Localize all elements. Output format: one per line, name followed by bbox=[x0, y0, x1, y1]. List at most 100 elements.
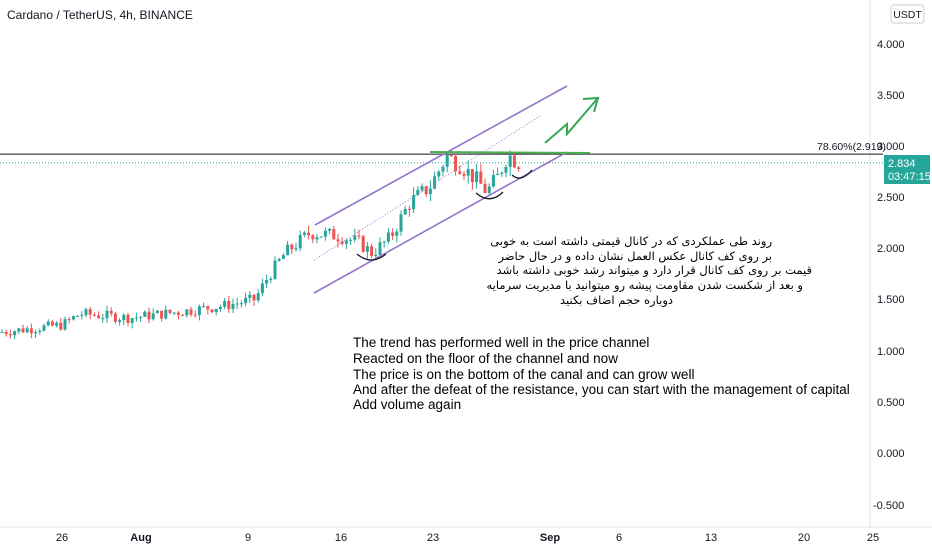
candle-body bbox=[8, 334, 12, 336]
candle-body bbox=[416, 189, 420, 196]
candle-body bbox=[0, 332, 4, 334]
candle bbox=[399, 210, 403, 236]
candle-body bbox=[302, 232, 306, 235]
time-tick: 9 bbox=[245, 532, 251, 544]
candle-body bbox=[122, 314, 126, 321]
candle bbox=[370, 243, 374, 259]
english-line: Add volume again bbox=[353, 397, 461, 412]
candle bbox=[458, 165, 462, 175]
candle-body bbox=[206, 306, 210, 310]
candle bbox=[126, 312, 130, 327]
last-price-label: 2.834 bbox=[888, 158, 916, 170]
candle bbox=[147, 307, 151, 324]
chart-title: Cardano / TetherUS, 4h, BINANCE bbox=[7, 8, 193, 22]
candle bbox=[311, 234, 315, 244]
candle bbox=[122, 313, 126, 326]
candle-body bbox=[336, 239, 340, 242]
candle-body bbox=[517, 167, 521, 169]
candle-body bbox=[399, 214, 403, 232]
persian-line: دوباره حجم اضاف بکنید bbox=[560, 293, 673, 308]
candle-body bbox=[17, 328, 21, 332]
candle-body bbox=[80, 314, 84, 316]
candle bbox=[269, 276, 273, 284]
resistance-line bbox=[429, 151, 591, 154]
candle-body bbox=[164, 309, 168, 319]
candle bbox=[365, 241, 369, 259]
candle-body bbox=[512, 155, 516, 168]
candle-body bbox=[46, 321, 50, 326]
candle-body bbox=[193, 314, 197, 316]
candle-body bbox=[214, 308, 218, 313]
candle bbox=[235, 297, 239, 310]
candle bbox=[378, 237, 382, 257]
price-tick: 1.000 bbox=[877, 346, 905, 358]
time-tick: Aug bbox=[130, 532, 151, 544]
candle bbox=[71, 315, 75, 321]
candle bbox=[475, 164, 479, 189]
price-tick: 3.000 bbox=[877, 141, 905, 153]
candle bbox=[403, 205, 407, 216]
candle-body bbox=[466, 169, 470, 176]
candle-body bbox=[113, 313, 117, 322]
english-line: Reacted on the floor of the channel and … bbox=[353, 351, 618, 366]
candle-body bbox=[344, 240, 348, 244]
candle-body bbox=[252, 294, 256, 301]
candle-body bbox=[391, 232, 395, 236]
candle-body bbox=[235, 303, 239, 305]
time-tick: 26 bbox=[56, 532, 68, 544]
candle bbox=[273, 256, 277, 280]
candle bbox=[97, 311, 101, 319]
candle bbox=[344, 238, 348, 250]
candle-body bbox=[500, 172, 504, 174]
candle bbox=[361, 234, 365, 253]
price-tick: 2.000 bbox=[877, 243, 905, 255]
candle bbox=[319, 236, 323, 238]
candle-body bbox=[449, 154, 453, 157]
candle bbox=[109, 307, 113, 317]
reaction-arc bbox=[475, 191, 504, 200]
english-line: And after the defeat of the resistance, … bbox=[353, 382, 850, 397]
candle-body bbox=[202, 306, 206, 308]
english-note: The trend has performed well in the pric… bbox=[353, 335, 850, 412]
candle bbox=[508, 150, 512, 176]
candle-body bbox=[25, 328, 29, 333]
candle-body bbox=[239, 303, 243, 305]
candle bbox=[298, 230, 302, 252]
candle-body bbox=[349, 239, 353, 241]
candle bbox=[38, 328, 42, 335]
candle-body bbox=[412, 195, 416, 210]
candle bbox=[252, 294, 256, 307]
time-tick: 6 bbox=[616, 532, 622, 544]
currency-button[interactable]: USDT bbox=[890, 4, 925, 24]
candle-body bbox=[172, 312, 176, 314]
candle bbox=[42, 323, 46, 332]
candle bbox=[357, 229, 361, 240]
persian-line: بر روی کف کانال عکس العمل نشان داده و در… bbox=[497, 249, 772, 264]
candle-body bbox=[97, 315, 101, 319]
candle bbox=[172, 312, 176, 315]
candle bbox=[256, 289, 260, 303]
candle-body bbox=[353, 235, 357, 240]
candle bbox=[265, 274, 269, 289]
candle-body bbox=[508, 155, 512, 167]
candle-body bbox=[407, 208, 411, 210]
candle bbox=[0, 329, 4, 334]
candle bbox=[483, 178, 487, 194]
candle bbox=[143, 310, 147, 318]
candle-body bbox=[294, 248, 298, 250]
candle-body bbox=[139, 316, 143, 318]
candle bbox=[231, 298, 235, 314]
candle-body bbox=[462, 173, 466, 176]
candle-body bbox=[454, 156, 458, 172]
candle-body bbox=[134, 317, 138, 319]
candle bbox=[105, 305, 109, 323]
candle-body bbox=[470, 169, 474, 183]
candle bbox=[416, 186, 420, 196]
candle bbox=[4, 329, 8, 337]
candle-body bbox=[433, 176, 437, 189]
candle-body bbox=[374, 254, 378, 257]
candle bbox=[462, 171, 466, 180]
time-tick: 20 bbox=[798, 532, 810, 544]
